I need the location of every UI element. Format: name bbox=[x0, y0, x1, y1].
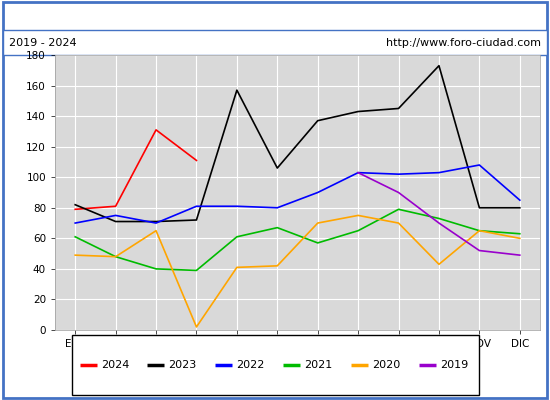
Text: 2020: 2020 bbox=[372, 360, 400, 370]
Text: 2022: 2022 bbox=[236, 360, 265, 370]
Text: 2023: 2023 bbox=[168, 360, 197, 370]
Text: Evolucion Nº Turistas Extranjeros en el municipio de Rueda: Evolucion Nº Turistas Extranjeros en el … bbox=[90, 8, 460, 22]
Text: 2024: 2024 bbox=[101, 360, 129, 370]
Text: http://www.foro-ciudad.com: http://www.foro-ciudad.com bbox=[386, 38, 541, 48]
Text: 2019: 2019 bbox=[440, 360, 468, 370]
Text: 2021: 2021 bbox=[304, 360, 332, 370]
Text: 2019 - 2024: 2019 - 2024 bbox=[9, 38, 77, 48]
